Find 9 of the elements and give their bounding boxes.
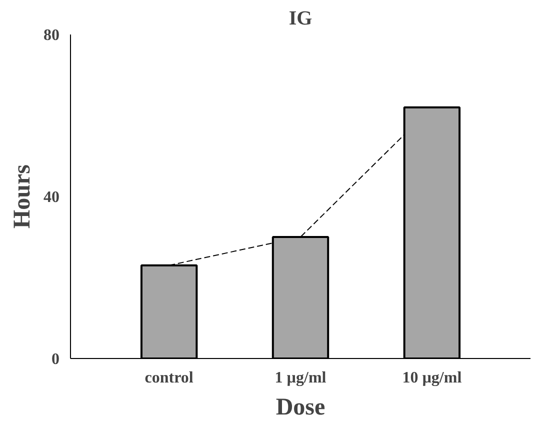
- x-tick-label: 10 µg/ml: [402, 370, 462, 386]
- x-tick-label: 1 µg/ml: [274, 370, 327, 386]
- y-tick-label: 0: [52, 351, 60, 368]
- y-tick-label: 80: [44, 27, 60, 44]
- y-tick-label: 40: [44, 189, 60, 206]
- x-axis-title: Dose: [276, 394, 326, 420]
- chart-title: IG: [288, 8, 313, 30]
- x-tick-label: control: [144, 370, 194, 386]
- y-axis-title: Hours: [10, 164, 36, 229]
